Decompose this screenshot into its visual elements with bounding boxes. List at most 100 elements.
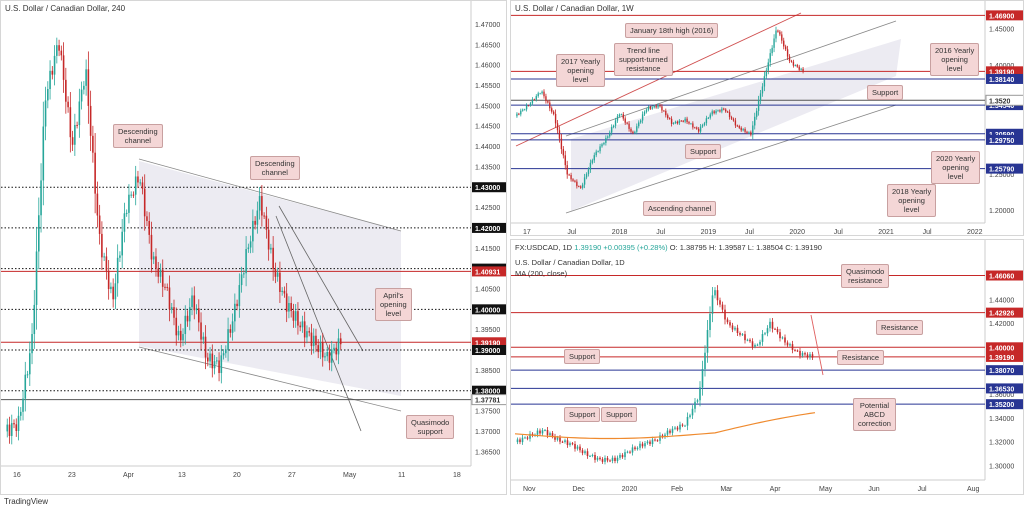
- h4-candle: [49, 70, 51, 90]
- h4-candle: [288, 302, 290, 312]
- w1-candle: [576, 181, 578, 187]
- h4-candle: [234, 303, 236, 322]
- w1-candle: [624, 118, 626, 123]
- d1-candle: [746, 339, 749, 341]
- h4-candle: [22, 398, 24, 412]
- h4-candle: [119, 255, 121, 258]
- d1-candle: [669, 430, 671, 433]
- h4-candle: [31, 334, 33, 354]
- x-tick-label: Jul: [918, 486, 927, 493]
- level-tag: [986, 307, 1023, 318]
- d1-candle: [766, 328, 769, 334]
- w1-candle: [667, 115, 669, 119]
- h4-candle: [283, 290, 286, 294]
- w1-candle: [694, 127, 696, 129]
- w1-candle: [699, 126, 702, 132]
- y-tick-label: 1.45000: [989, 27, 1014, 34]
- w1-candle: [715, 110, 717, 114]
- w1-candle: [721, 108, 723, 112]
- w1-candle: [777, 30, 779, 32]
- callout-trend-line: Trend line support-turned resistance: [614, 43, 673, 76]
- w1-candle: [759, 93, 762, 101]
- h4-candle: [317, 345, 320, 353]
- h4-candle: [13, 423, 15, 425]
- w1-candle: [665, 110, 667, 116]
- callout-support-1: Support: [867, 85, 904, 100]
- x-tick-label: Jul: [834, 229, 843, 236]
- h4-candle: [80, 89, 83, 102]
- ohlc-high: H: 1.39587: [708, 243, 746, 252]
- w1-chart-canvas[interactable]: 1.450001.400001.350001.300001.250001.200…: [511, 1, 1024, 236]
- d1-chart-panel[interactable]: FX:USDCAD, 1D 1.39190 +0.00395 (+0.28%) …: [510, 239, 1024, 495]
- d1-candle: [751, 341, 754, 347]
- h4-candle: [6, 424, 9, 432]
- w1-candle: [792, 61, 795, 66]
- h4-candle: [130, 194, 132, 196]
- level-tag: [472, 182, 506, 193]
- h4-candle: [85, 69, 87, 86]
- h4-candle: [141, 182, 144, 189]
- h4-candle: [114, 283, 117, 300]
- x-tick-label: 18: [453, 472, 461, 479]
- d1-candle: [761, 334, 764, 342]
- h4-candle: [155, 256, 157, 269]
- d1-candle: [636, 447, 639, 450]
- callout-support-d1-2: Support: [564, 407, 601, 422]
- x-tick-label: 16: [13, 472, 21, 479]
- h4-chart-canvas[interactable]: 1.47000 1.46500 1.46000 1.45500 1.45000 1.445…: [1, 1, 507, 495]
- w1-candle: [549, 102, 551, 109]
- h4-candle: [28, 353, 31, 375]
- h4-candle: [186, 315, 189, 322]
- w1-candle: [783, 40, 785, 47]
- h4-candle: [191, 295, 193, 308]
- level-tag-label: 1.43000: [475, 185, 500, 192]
- w1-candle: [620, 114, 623, 116]
- h4-chart-title: U.S. Dollar / Canadian Dollar, 240: [5, 4, 126, 13]
- h4-candle: [173, 307, 175, 318]
- d1-candle: [736, 327, 739, 333]
- x-tick-label: Jul: [745, 229, 754, 236]
- h4-candle: [265, 215, 268, 230]
- level-tag-label: 1.29750: [989, 138, 1014, 145]
- w1-candle: [610, 127, 613, 133]
- h4-candle: [67, 101, 69, 108]
- h4-candle: [321, 342, 324, 358]
- d1-candle: [549, 433, 551, 436]
- h4-candle: [51, 70, 54, 75]
- h4-candle: [227, 329, 229, 350]
- d1-candle: [749, 339, 751, 342]
- h4-candle: [24, 374, 27, 399]
- w1-candle: [572, 179, 574, 181]
- h4-candle: [238, 285, 241, 307]
- w1-candle: [775, 30, 777, 39]
- y-tick-label: 1.37000: [475, 429, 500, 436]
- d1-candle: [594, 454, 596, 460]
- h4-candle: [152, 256, 155, 260]
- level-tag: [472, 222, 506, 233]
- w1-candle: [603, 142, 605, 145]
- w1-candle: [796, 65, 798, 67]
- channel-lower-line: [138, 346, 402, 412]
- h4-candle: [249, 241, 252, 248]
- d1-candle: [554, 436, 556, 440]
- w1-trendline: [515, 12, 802, 147]
- w1-candle: [726, 111, 729, 113]
- w1-candle: [668, 118, 671, 120]
- d1-candle: [556, 437, 559, 440]
- h4-candle: [258, 196, 261, 211]
- h4-candle: [150, 234, 153, 260]
- w1-candle: [680, 120, 682, 122]
- d1-candle: [744, 334, 746, 341]
- callout-jan-18th-high: January 18th high (2016): [625, 23, 719, 38]
- x-tick-label: Apr: [123, 472, 135, 479]
- h4-chart-panel[interactable]: U.S. Dollar / Canadian Dollar, 240 1.470…: [0, 0, 507, 495]
- d1-chart-canvas[interactable]: 1.460001.440001.420001.400001.380001.360…: [511, 240, 1024, 495]
- level-tag-label: 1.46060: [989, 274, 1014, 281]
- w1-candle: [568, 174, 570, 176]
- w1-chart-panel[interactable]: U.S. Dollar / Canadian Dollar, 1W 1.4500…: [510, 0, 1024, 236]
- w1-candle: [578, 186, 580, 188]
- inner-channel-upper: [278, 205, 364, 352]
- x-tick-label: 27: [288, 472, 296, 479]
- h4-candle: [184, 315, 187, 335]
- d1-candle: [739, 332, 741, 335]
